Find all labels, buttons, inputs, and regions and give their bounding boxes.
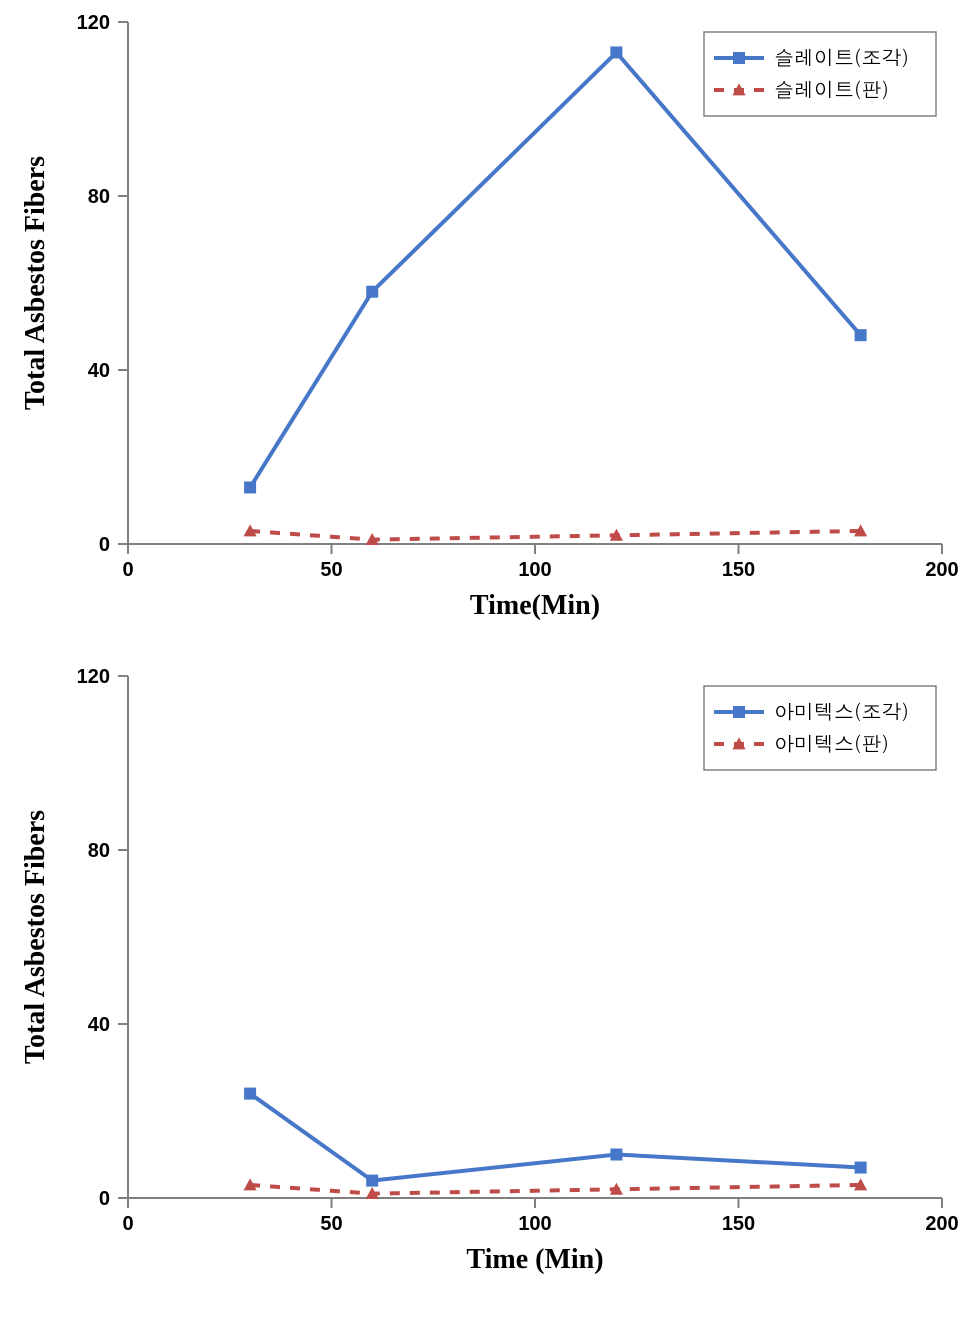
y-tick-label: 120 [77, 12, 110, 34]
marker-square [610, 46, 622, 58]
marker-square [733, 706, 745, 718]
y-tick-label: 120 [77, 666, 110, 688]
x-tick-label: 100 [518, 559, 551, 581]
marker-square [610, 1149, 622, 1161]
x-tick-label: 150 [722, 1213, 755, 1235]
marker-square [855, 329, 867, 341]
x-axis-label: Time (Min) [466, 1244, 603, 1275]
chart-panel-0: 0 50 100 150 200 0 40 80 120 Time(Min) Total Asbes… [0, 0, 974, 654]
figure-root: 0 50 100 150 200 0 40 80 120 Time(Min) Total Asbes… [0, 0, 974, 1317]
x-tick-label: 0 [122, 1213, 133, 1235]
legend-label: 아미텍스(조각) [774, 696, 909, 725]
chart-panel-1: 0 50 100 150 200 0 40 80 120 Time (Min) Total Asbe… [0, 654, 974, 1317]
marker-square [244, 1088, 256, 1100]
x-tick-label: 50 [320, 1213, 342, 1235]
y-axis-label: Total Asbestos Fibers [20, 156, 51, 410]
y-tick-label: 0 [99, 534, 110, 556]
legend-label: 아미텍스(판) [774, 728, 889, 757]
chart-svg: 0 50 100 150 200 0 40 80 120 Time(Min) Total Asbes… [0, 0, 974, 654]
x-tick-label: 150 [722, 559, 755, 581]
marker-square [366, 286, 378, 298]
marker-square [366, 1175, 378, 1187]
marker-square [244, 481, 256, 493]
y-tick-label: 80 [88, 186, 110, 208]
x-tick-label: 50 [320, 559, 342, 581]
chart-svg: 0 50 100 150 200 0 40 80 120 Time (Min) Total Asbe… [0, 654, 974, 1317]
y-tick-label: 0 [99, 1188, 110, 1210]
legend-label: 슬레이트(조각) [774, 42, 909, 71]
x-axis-label: Time(Min) [470, 590, 600, 621]
marker-square [733, 52, 745, 64]
legend-label: 슬레이트(판) [774, 74, 889, 103]
x-tick-label: 200 [925, 559, 958, 581]
y-tick-label: 40 [88, 360, 110, 382]
marker-square [855, 1162, 867, 1174]
x-tick-label: 0 [122, 559, 133, 581]
y-tick-label: 80 [88, 840, 110, 862]
x-tick-label: 100 [518, 1213, 551, 1235]
x-tick-label: 200 [925, 1213, 958, 1235]
y-axis-label: Total Asbestos Fibers [20, 810, 51, 1064]
y-tick-label: 40 [88, 1014, 110, 1036]
